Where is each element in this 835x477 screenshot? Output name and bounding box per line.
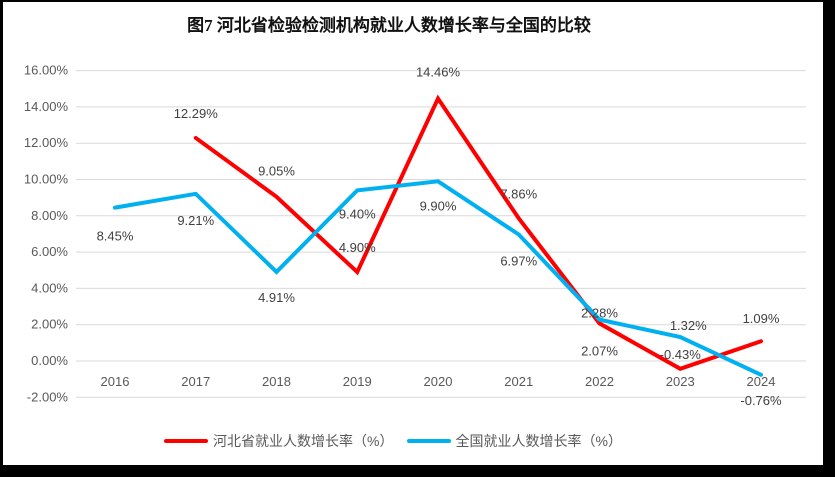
svg-text:6.00%: 6.00%	[31, 244, 68, 259]
svg-text:4.00%: 4.00%	[31, 280, 68, 295]
svg-text:8.00%: 8.00%	[31, 208, 68, 223]
svg-text:1.32%: 1.32%	[670, 318, 707, 333]
legend: 河北省就业人数增长率（%） 全国就业人数增长率（%）	[3, 431, 783, 451]
svg-text:2018: 2018	[262, 374, 291, 389]
svg-text:2017: 2017	[181, 374, 210, 389]
svg-text:9.40%: 9.40%	[339, 206, 376, 221]
svg-text:12.29%: 12.29%	[174, 106, 219, 121]
svg-text:2023: 2023	[666, 374, 695, 389]
svg-text:10.00%: 10.00%	[24, 172, 69, 187]
national-line-swatch	[406, 439, 451, 443]
svg-text:2020: 2020	[424, 374, 453, 389]
legend-item-national: 全国就业人数增长率（%）	[406, 431, 622, 451]
svg-text:1.09%: 1.09%	[743, 311, 780, 326]
svg-text:2.07%: 2.07%	[581, 343, 618, 358]
svg-text:2019: 2019	[343, 374, 372, 389]
svg-text:2024: 2024	[747, 374, 776, 389]
svg-text:-0.43%: -0.43%	[660, 347, 702, 362]
svg-text:16.00%: 16.00%	[24, 63, 69, 78]
legend-item-hebei: 河北省就业人数增长率（%）	[164, 431, 394, 451]
svg-text:2016: 2016	[101, 374, 130, 389]
svg-text:2.00%: 2.00%	[31, 317, 68, 332]
svg-text:12.00%: 12.00%	[24, 135, 69, 150]
svg-text:2.28%: 2.28%	[581, 306, 618, 321]
svg-text:4.90%: 4.90%	[339, 240, 376, 255]
chart-plot: 16.00% 14.00% 12.00% 10.00% 8.00% 6.00% 4.00% 2…	[24, 63, 806, 408]
svg-text:0.00%: 0.00%	[31, 353, 68, 368]
svg-text:2021: 2021	[504, 374, 533, 389]
svg-text:9.21%: 9.21%	[177, 213, 214, 228]
chart-area: 图7 河北省检验检测机构就业人数增长率与全国的比较 16.00% 14.00% 12…	[3, 2, 823, 465]
svg-text:4.91%: 4.91%	[258, 290, 295, 305]
svg-text:7.86%: 7.86%	[500, 186, 537, 201]
chart-title: 图7 河北省检验检测机构就业人数增长率与全国的比较	[187, 16, 591, 35]
svg-text:-2.00%: -2.00%	[27, 389, 69, 404]
svg-text:14.00%: 14.00%	[24, 99, 69, 114]
svg-text:8.45%: 8.45%	[97, 229, 134, 244]
svg-text:6.97%: 6.97%	[500, 253, 537, 268]
svg-text:9.90%: 9.90%	[420, 198, 457, 213]
svg-text:2022: 2022	[585, 374, 614, 389]
national-legend-label: 全国就业人数增长率（%）	[455, 433, 622, 449]
hebei-line-swatch	[164, 439, 209, 443]
svg-text:-0.76%: -0.76%	[740, 393, 782, 408]
svg-text:9.05%: 9.05%	[258, 164, 295, 179]
hebei-legend-label: 河北省就业人数增长率（%）	[213, 433, 394, 449]
svg-text:14.46%: 14.46%	[416, 65, 461, 80]
